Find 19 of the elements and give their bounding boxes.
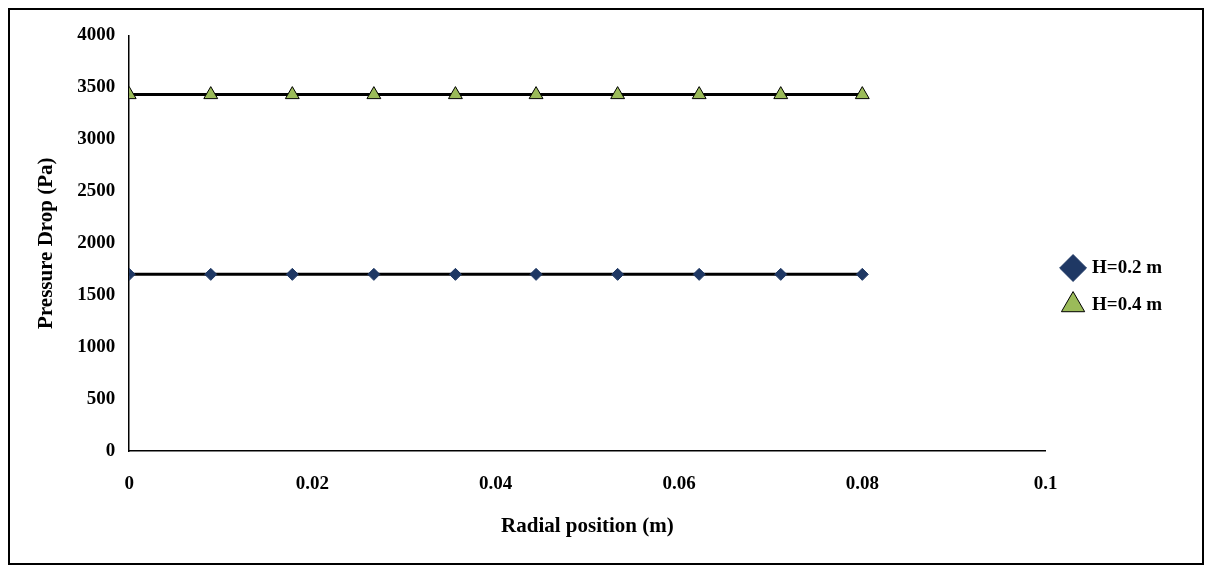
- y-tick-label: 3000: [77, 127, 116, 149]
- x-tick-label: 0.04: [479, 472, 513, 494]
- y-tick-label: 2500: [77, 179, 116, 201]
- y-tick-label: 1000: [77, 335, 116, 357]
- legend-label: H=0.2 m: [1092, 255, 1163, 277]
- x-tick-label: 0.06: [662, 472, 696, 494]
- y-tick-label: 4000: [77, 23, 116, 45]
- y-tick-label: 3500: [77, 75, 116, 97]
- x-tick-label: 0.08: [845, 472, 879, 494]
- y-axis-title: Pressure Drop (Pa): [33, 157, 58, 329]
- y-tick-label: 500: [86, 386, 116, 408]
- x-axis-title: Radial position (m): [501, 512, 674, 537]
- y-tick-label: 0: [105, 438, 116, 460]
- x-tick-label: 0.1: [1033, 472, 1058, 494]
- legend-label: H=0.4 m: [1092, 292, 1163, 314]
- y-tick-label: 2000: [77, 231, 116, 253]
- y-tick-label: 1500: [77, 283, 116, 305]
- x-tick-label: 0: [124, 472, 134, 494]
- x-tick-label: 0.02: [295, 472, 330, 494]
